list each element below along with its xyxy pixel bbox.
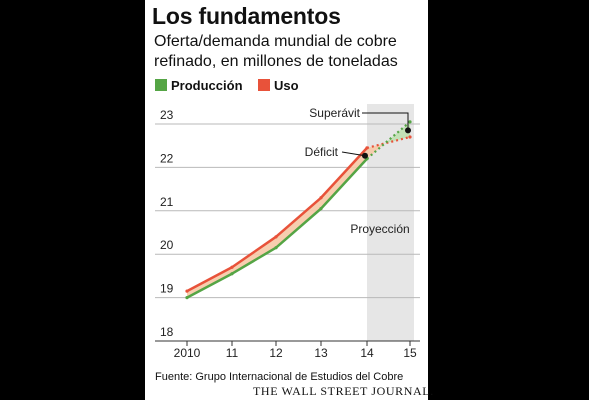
legend-label-produccion: Producción [171, 78, 243, 93]
deficit-marker [362, 152, 368, 159]
y-tick-label: 18 [160, 325, 174, 339]
deficit-label: Déficit [305, 145, 339, 159]
data-point [185, 296, 189, 300]
data-point [274, 246, 278, 250]
data-point [230, 265, 234, 269]
y-tick-label: 22 [160, 151, 174, 165]
y-tick-label: 21 [160, 195, 174, 209]
y-tick-label: 20 [160, 238, 174, 252]
surplus-leader [362, 112, 409, 131]
surplus-label: Superávit [309, 106, 360, 120]
data-point [365, 146, 369, 150]
surplus-marker [405, 127, 411, 134]
data-point [319, 207, 323, 211]
legend-item-uso: Uso [258, 78, 299, 94]
data-point [185, 289, 189, 293]
deficit-leader [341, 151, 366, 157]
x-tick-label: 11 [226, 346, 239, 360]
projection-region [367, 104, 414, 341]
source-note: Fuente: Grupo Internacional de Estudios … [155, 371, 404, 383]
x-tick-label: 14 [360, 346, 374, 360]
publisher-logo: THE WALL STREET JOURNAL. [253, 384, 434, 398]
x-tick-label: 12 [269, 346, 283, 360]
data-point [230, 272, 234, 276]
x-tick-label: 2010 [174, 346, 201, 360]
series-line-uso [186, 147, 368, 293]
legend-label-uso: Uso [274, 78, 299, 93]
data-point [274, 235, 278, 239]
data-point [408, 135, 412, 139]
legend-swatch-uso [258, 79, 270, 91]
data-point [319, 196, 323, 200]
y-tick-label: 23 [160, 108, 174, 122]
legend-swatch-produccion [155, 79, 167, 91]
projection-label: Proyección [350, 222, 409, 236]
y-tick-label: 19 [160, 282, 174, 296]
series-line-uso-projected [366, 135, 411, 149]
chart-subtitle: Oferta/demanda mundial de cobre refinado… [154, 33, 398, 70]
x-tick-label: 13 [314, 346, 328, 360]
legend-item-produccion: Producción [155, 78, 243, 94]
x-tick-label: 15 [403, 346, 417, 360]
deficit-band [187, 147, 367, 298]
chart-title: Los fundamentos [152, 3, 341, 29]
data-point [408, 120, 412, 124]
